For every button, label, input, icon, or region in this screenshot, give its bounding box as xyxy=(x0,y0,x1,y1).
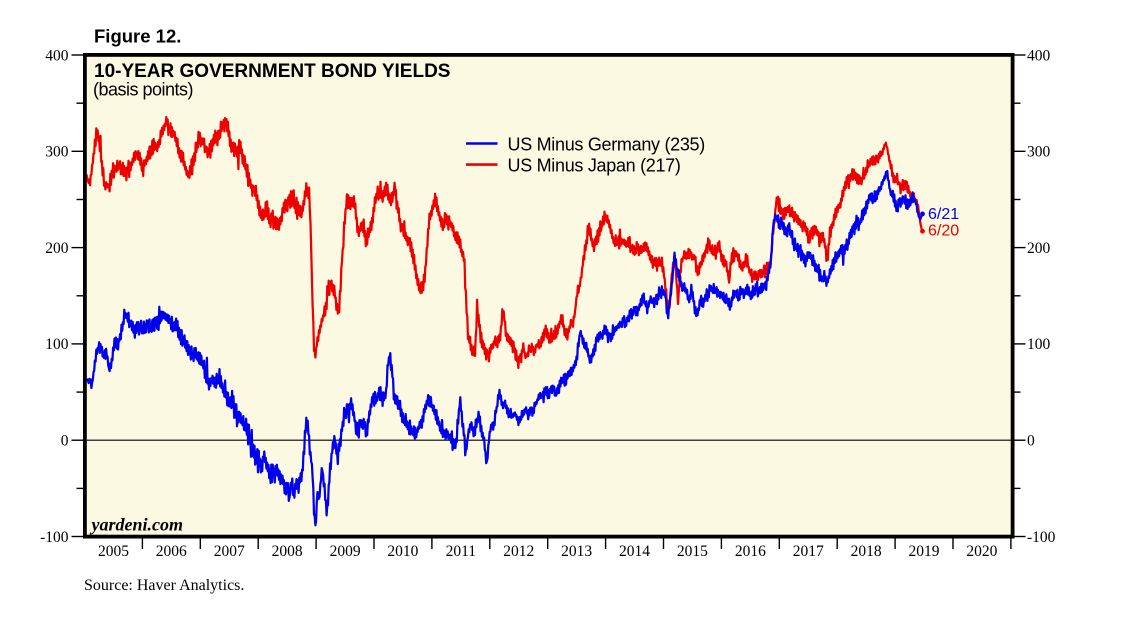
svg-text:2012: 2012 xyxy=(503,543,534,560)
svg-text:100: 100 xyxy=(1027,336,1051,353)
svg-text:(basis points): (basis points) xyxy=(93,80,193,100)
svg-text:10-YEAR GOVERNMENT BOND YIELDS: 10-YEAR GOVERNMENT BOND YIELDS xyxy=(94,61,450,82)
svg-text:2013: 2013 xyxy=(561,543,592,560)
svg-text:US Minus Japan (217): US Minus Japan (217) xyxy=(508,155,681,175)
svg-text:2017: 2017 xyxy=(793,543,824,560)
svg-text:2016: 2016 xyxy=(735,543,766,560)
svg-text:2020: 2020 xyxy=(966,543,997,560)
svg-text:200: 200 xyxy=(45,240,69,257)
svg-text:0: 0 xyxy=(1027,433,1035,450)
svg-text:US Minus Germany (235): US Minus Germany (235) xyxy=(508,134,705,154)
svg-text:Figure 12.: Figure 12. xyxy=(94,26,181,47)
svg-text:2007: 2007 xyxy=(214,543,245,560)
svg-text:2006: 2006 xyxy=(156,543,187,560)
svg-text:300: 300 xyxy=(45,144,69,161)
svg-text:2010: 2010 xyxy=(387,543,418,560)
svg-text:2008: 2008 xyxy=(272,543,303,560)
svg-text:2018: 2018 xyxy=(851,543,882,560)
svg-text:2019: 2019 xyxy=(909,543,940,560)
svg-text:6/21: 6/21 xyxy=(928,206,959,223)
svg-text:300: 300 xyxy=(1027,144,1051,161)
svg-text:2014: 2014 xyxy=(619,543,650,560)
svg-text:0: 0 xyxy=(61,433,69,450)
svg-text:2005: 2005 xyxy=(98,543,129,560)
svg-text:400: 400 xyxy=(45,47,69,64)
svg-text:-100: -100 xyxy=(1027,529,1056,546)
svg-text:2009: 2009 xyxy=(330,543,361,560)
svg-text:2011: 2011 xyxy=(446,543,476,560)
svg-text:2015: 2015 xyxy=(677,543,708,560)
svg-text:yardeni.com: yardeni.com xyxy=(90,515,184,535)
svg-text:Source: Haver Analytics.: Source: Haver Analytics. xyxy=(84,577,244,594)
svg-text:400: 400 xyxy=(1027,47,1051,64)
svg-text:6/20: 6/20 xyxy=(928,223,959,240)
svg-text:-100: -100 xyxy=(40,529,69,546)
svg-text:100: 100 xyxy=(45,336,69,353)
svg-text:200: 200 xyxy=(1027,240,1051,257)
